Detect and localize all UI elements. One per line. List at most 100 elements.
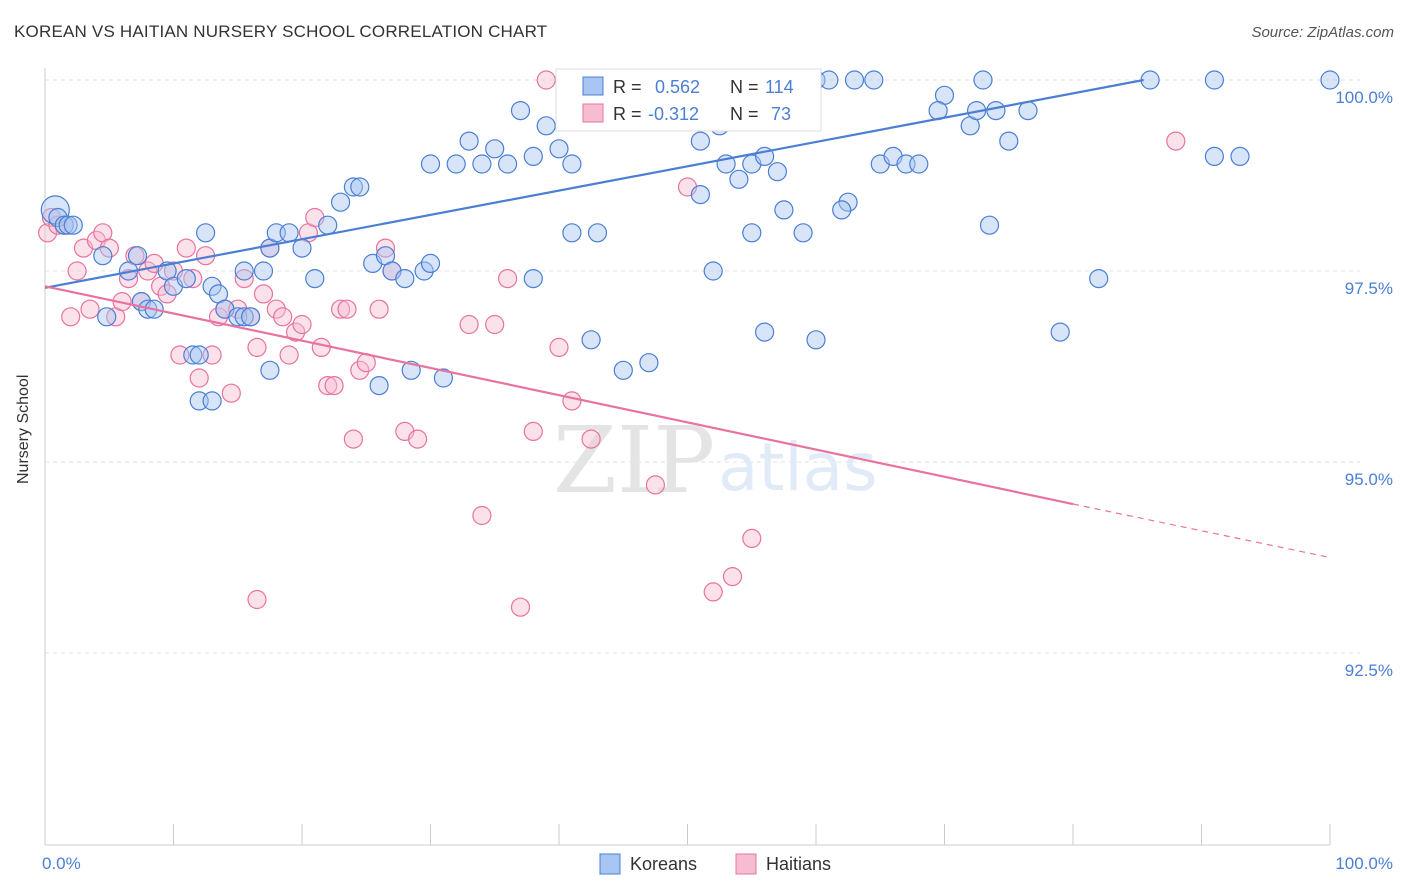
korean-point [48, 207, 68, 228]
legend-haitians-label: Haitians [766, 854, 831, 874]
korean-point [986, 100, 1006, 121]
korean-point [183, 345, 203, 365]
korean-point [369, 376, 389, 396]
korean-point [58, 215, 78, 235]
haitian-point [337, 299, 357, 319]
korean-point [446, 154, 466, 174]
haitian-point [279, 345, 299, 365]
korean-point [562, 223, 582, 243]
korean-point [202, 276, 222, 296]
haitian-point [247, 337, 267, 357]
haitian-point [536, 70, 556, 90]
haitian-point [581, 429, 601, 449]
korean-point [202, 391, 222, 411]
korean-point [1050, 322, 1070, 342]
korean-point [97, 307, 117, 327]
haitians-trend-extension [1072, 503, 1331, 559]
koreans-trend-line [44, 78, 1144, 289]
haitian-point [273, 307, 293, 327]
haitian-point [510, 597, 531, 617]
korean-point [420, 154, 441, 174]
legend-haitians-swatch [735, 853, 757, 875]
korean-point [1230, 146, 1250, 166]
x-tick-labels: 0.0% 100.0% [42, 854, 1393, 873]
haitian-point [80, 299, 100, 319]
korean-point [253, 261, 274, 281]
legend-koreans-swatch [599, 853, 621, 875]
stats-koreans-r-value: 0.562 [655, 77, 700, 97]
x-tick-label-max: 100.0% [1335, 854, 1393, 873]
korean-point [93, 246, 113, 266]
haitian-point [48, 215, 68, 235]
haitian-point [562, 391, 582, 411]
korean-point [234, 261, 254, 281]
haitian-point [318, 376, 338, 396]
korean-point [1089, 269, 1109, 289]
watermark-zip: ZIP [553, 407, 715, 514]
haitian-point [722, 566, 743, 587]
haitian-point [324, 376, 344, 396]
haitian-point [253, 284, 274, 304]
haitian-point [311, 337, 331, 357]
korean-point [472, 154, 492, 174]
korean-point [774, 200, 794, 220]
korean-point [420, 253, 441, 273]
korean-point [838, 192, 858, 212]
korean-point [1018, 100, 1038, 121]
korean-point [767, 162, 788, 182]
haitian-point [176, 238, 196, 258]
korean-point [793, 223, 813, 243]
korean-point [189, 345, 209, 365]
korean-point [703, 261, 723, 281]
haitian-point [221, 383, 241, 403]
stats-koreans-n-value: 114 [765, 77, 794, 97]
y-tick-label: 100.0% [1335, 88, 1393, 107]
korean-point [234, 307, 254, 327]
korean-point [485, 139, 505, 159]
korean-point [999, 131, 1019, 151]
haitian-point [523, 421, 543, 441]
haitian-point [247, 589, 267, 610]
korean-point [292, 238, 312, 258]
legend-koreans-label: Koreans [630, 854, 697, 874]
y-tick-label: 95.0% [1345, 470, 1393, 489]
haitian-point [472, 505, 492, 526]
haitian-point [343, 429, 363, 449]
korean-point [196, 223, 216, 243]
haitian-point [189, 368, 209, 388]
korean-point [1140, 70, 1160, 90]
korean-point [498, 154, 518, 174]
y-tick-label: 92.5% [1345, 661, 1393, 680]
korean-point [127, 246, 148, 266]
stats-haitians-r-value: -0.312 [648, 104, 699, 124]
chart-title: KOREAN VS HAITIAN NURSERY SCHOOL CORRELA… [14, 22, 548, 41]
korean-point [806, 330, 826, 350]
korean-point [832, 200, 852, 220]
stats-haitians-r-label: R = [613, 104, 647, 124]
legend: Koreans Haitians [599, 853, 831, 875]
korean-point [581, 330, 601, 350]
korean-point [909, 154, 929, 174]
haitian-point [37, 223, 58, 243]
haitian-point [703, 582, 723, 602]
korean-point [343, 177, 363, 197]
stats-haitians-swatch [582, 103, 604, 123]
haitian-point [118, 269, 139, 289]
stats-legend-box: R = 0.562 N = 114 R = -0.312 N = 73 [555, 68, 822, 132]
y-tick-labels: 100.0% 97.5% 95.0% 92.5% [1335, 88, 1393, 680]
korean-point [690, 185, 711, 205]
haitian-point [549, 337, 569, 357]
korean-point [414, 261, 434, 281]
haitian-point [369, 299, 389, 319]
haitian-point [99, 238, 119, 258]
korean-point [176, 269, 196, 289]
y-tick-label: 97.5% [1345, 279, 1393, 298]
korean-point [844, 70, 865, 90]
korean-point [305, 269, 325, 289]
haitian-point [742, 528, 762, 549]
haitian-point [375, 238, 396, 258]
stats-haitians-n-value: 73 [771, 104, 791, 124]
svg-text:R = 0.562 N =: R = 0.562 N = 114 [613, 77, 794, 97]
haitian-point [234, 269, 254, 289]
haitian-point [292, 314, 312, 335]
